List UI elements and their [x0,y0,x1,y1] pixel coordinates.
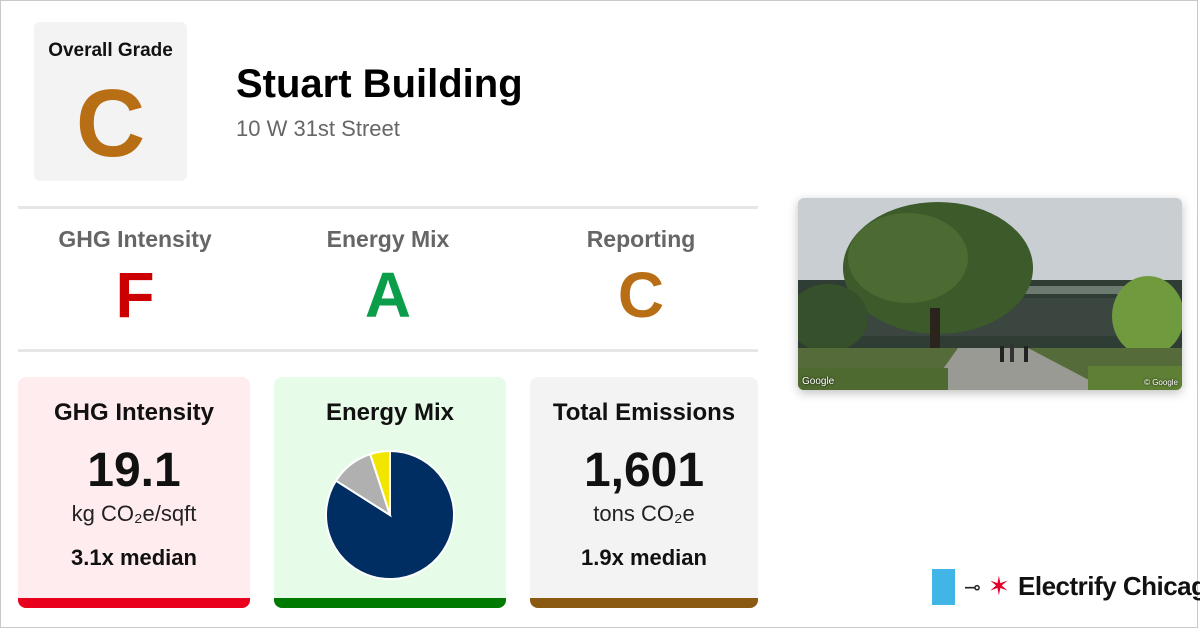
total-emissions-card: Total Emissions 1,601 tons CO₂e 1.9x med… [530,377,758,608]
pie-slice-yellow [368,449,391,516]
ghg-card-title: GHG Intensity [53,399,215,426]
building-address: 10 W 31st Street [236,116,400,141]
grade-energy-mix-letter: A [364,259,412,331]
grade-reporting: Reporting C [516,226,766,331]
energy-mix-card-title: Energy Mix [325,399,455,426]
total-card-value: 1,601 [583,444,705,497]
flag-icon [932,569,955,605]
grade-ghg-intensity: GHG Intensity F [10,226,260,331]
energy-mix-card-bar [274,598,506,608]
logo-text: Electrify Chicago [1018,571,1200,601]
building-street-view-photo: Google © Google [798,198,1182,390]
total-card-unit: tons CO₂e [593,501,695,526]
grade-energy-mix: Energy Mix A [263,226,513,331]
grade-ghg-intensity-label: GHG Intensity [58,226,212,252]
grade-energy-mix-label: Energy Mix [326,226,450,252]
overall-grade-label: Overall Grade [48,40,173,61]
overall-grade-letter: C [75,70,146,177]
divider-bottom [18,349,758,352]
grade-reporting-label: Reporting [586,226,696,252]
grade-reporting-letter: C [617,259,665,331]
google-copyright: © Google [1144,378,1178,387]
google-watermark: Google [802,376,835,387]
building-name: Stuart Building [236,62,523,106]
overall-grade-box: Overall Grade C [34,22,187,181]
energy-mix-card: Energy Mix [274,377,506,608]
total-card-title: Total Emissions [552,399,736,426]
ghg-card-value: 19.1 [87,444,181,497]
total-card-median: 1.9x median [581,545,707,570]
total-card-bar [530,598,758,608]
ghg-card-median: 3.1x median [71,545,197,570]
ghg-card-unit: kg CO₂e/sqft [71,501,197,526]
plug-icon: ⊸ [964,577,981,599]
divider-top [18,206,758,209]
street-view-image [798,198,1182,390]
chicago-star-icon: ✶ [988,571,1010,601]
grade-ghg-intensity-letter: F [115,259,155,331]
ghg-card-bar [18,598,250,608]
ghg-intensity-card: GHG Intensity 19.1 kg CO₂e/sqft 3.1x med… [18,377,250,608]
energy-mix-pie-chart [325,449,455,580]
